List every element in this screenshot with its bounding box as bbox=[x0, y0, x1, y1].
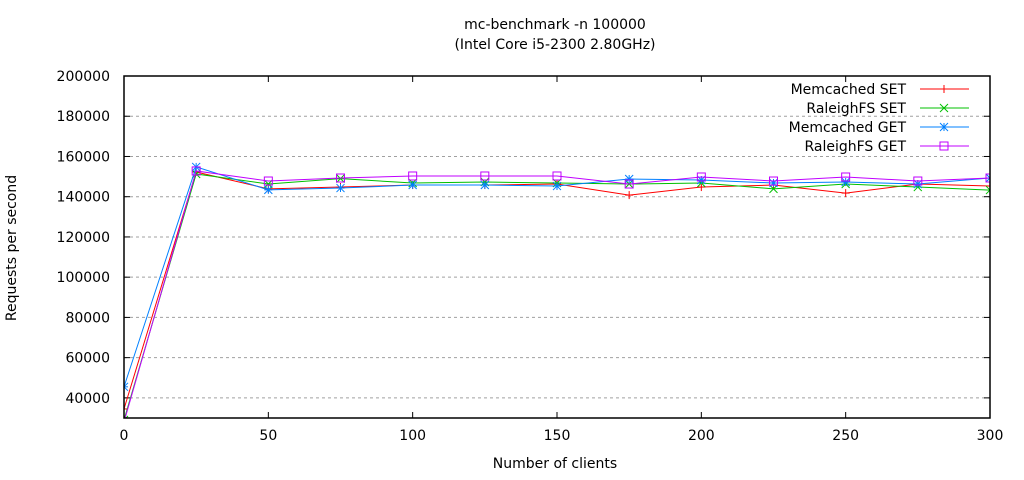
x-tick-label: 200 bbox=[688, 428, 715, 444]
x-tick-label: 100 bbox=[399, 428, 426, 444]
y-tick-label: 100000 bbox=[57, 270, 110, 286]
y-tick-label: 40000 bbox=[65, 391, 110, 407]
x-tick-label: 250 bbox=[832, 428, 859, 444]
x-tick-label: 300 bbox=[977, 428, 1004, 444]
legend-label: RaleighFS GET bbox=[804, 139, 906, 155]
series-raleighfs-get bbox=[124, 166, 990, 418]
y-tick-label: 80000 bbox=[65, 310, 110, 326]
legend-item: Memcached GET bbox=[789, 120, 974, 136]
x-tick-label: 50 bbox=[259, 428, 277, 444]
x-tick-label: 0 bbox=[120, 428, 129, 444]
legend-label: Memcached GET bbox=[789, 120, 907, 136]
series-memcached-set bbox=[124, 167, 990, 413]
legend-item: RaleighFS SET bbox=[806, 101, 974, 117]
x-tick-label: 150 bbox=[544, 428, 571, 444]
chart-title: mc-benchmark -n 100000 bbox=[464, 17, 646, 33]
plot-border bbox=[123, 75, 991, 419]
series-raleighfs-set bbox=[124, 169, 990, 418]
y-tick-label: 120000 bbox=[57, 230, 110, 246]
legend-label: RaleighFS SET bbox=[806, 101, 906, 117]
y-tick-label: 180000 bbox=[57, 109, 110, 125]
y-tick-label: 140000 bbox=[57, 190, 110, 206]
y-tick-label: 200000 bbox=[57, 69, 110, 85]
y-tick-label: 60000 bbox=[65, 351, 110, 367]
legend-label: Memcached SET bbox=[791, 82, 907, 98]
legend-item: RaleighFS GET bbox=[804, 139, 974, 155]
chart-subtitle: (Intel Core i5-2300 2.80GHz) bbox=[454, 37, 656, 53]
legend-item: Memcached SET bbox=[791, 82, 974, 98]
x-axis-label: Number of clients bbox=[492, 456, 618, 472]
y-tick-label: 160000 bbox=[57, 149, 110, 165]
